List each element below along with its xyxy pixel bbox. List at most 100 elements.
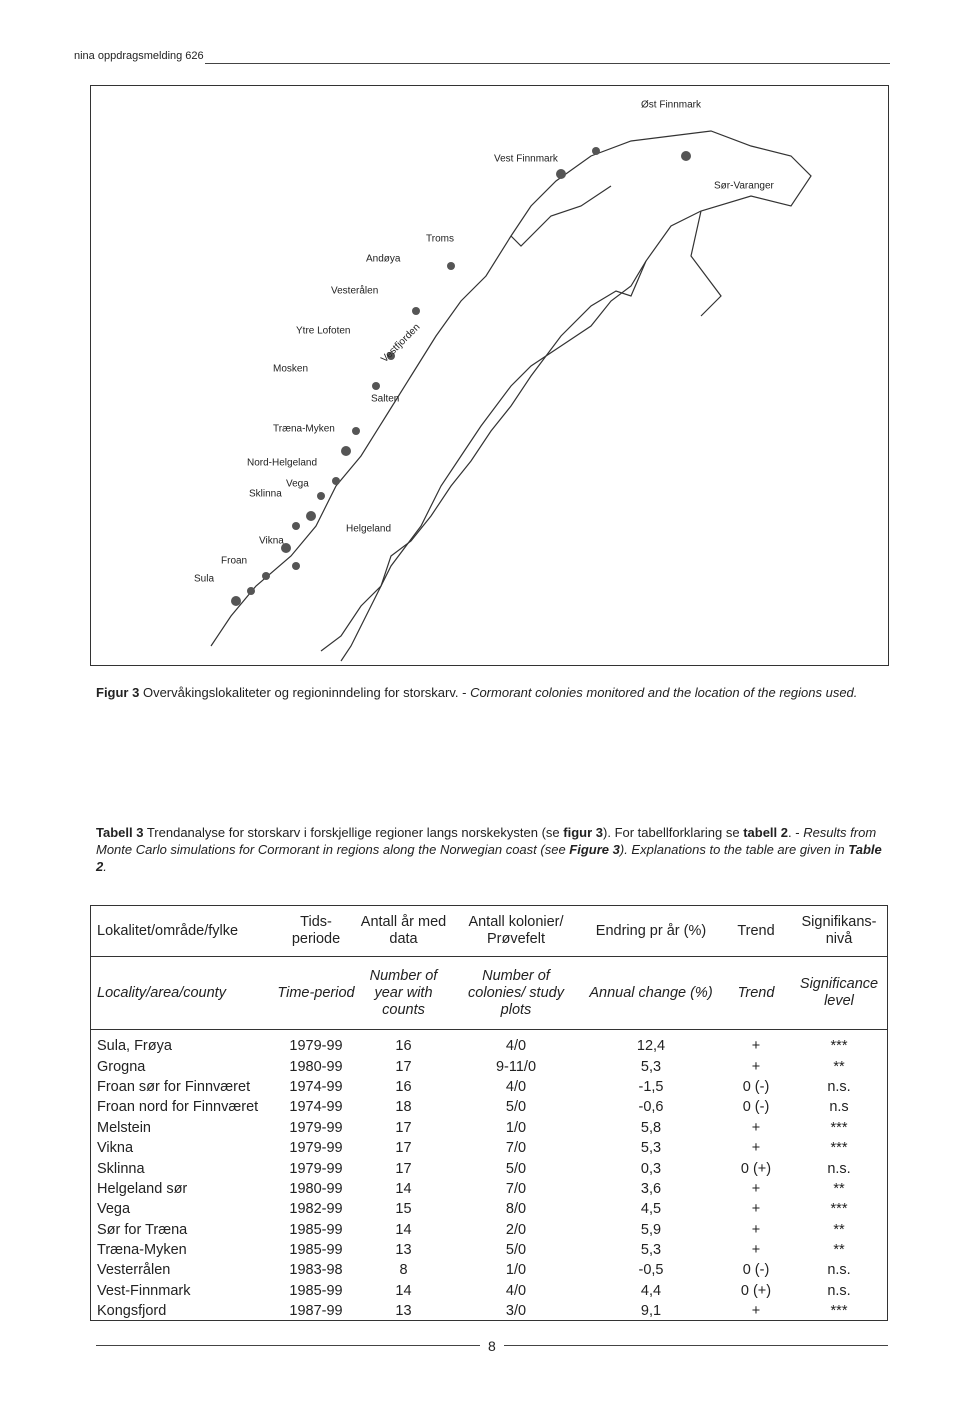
header-row: Locality/area/county Time-period Number of… [91, 956, 887, 1030]
table-cell: 14 [395, 1180, 412, 1197]
table-cell: 13 [395, 1242, 412, 1259]
caption-text-en: . [103, 859, 107, 874]
caption-text: Overvåkingslokaliteter og regioninndelin… [142, 685, 467, 700]
table-cell: Træna-Myken [97, 1242, 187, 1259]
table-cell: 8/0 [505, 1201, 527, 1218]
table-cell: n.s. [827, 1160, 851, 1177]
header-row: Lokalitet/område/fylke Tids-periode Antall… [91, 906, 887, 957]
map-label: Salten [371, 394, 399, 405]
column-header: Tids-periode [276, 906, 356, 957]
table-cell: 13 [395, 1303, 412, 1320]
table-cell: 15 [395, 1201, 412, 1218]
table-cell: 0 (+) [740, 1160, 772, 1177]
table-row: Vega 1982-99 15 8/0 4,5 + *** [91, 1199, 887, 1219]
figure-caption: Figur 3 Overvåkingslokaliteter og region… [96, 684, 886, 701]
table-cell: 4/0 [505, 1038, 527, 1055]
column-header: Significance level [791, 956, 887, 1030]
coastline [210, 130, 812, 662]
column-header: Trend [721, 956, 791, 1030]
map-label: Mosken [273, 364, 308, 375]
table-row: Vest-Finnmark 1985-99 14 4/0 4,4 0 (+) n.s. [91, 1281, 887, 1301]
table-cell: Vest-Finnmark [97, 1282, 191, 1299]
table-cell: 1980-99 [289, 1058, 343, 1075]
table-cell: 1979-99 [289, 1119, 343, 1136]
table-cell: + [751, 1201, 761, 1218]
table-cell: n.s. [827, 1282, 851, 1299]
table-cell: 1983-98 [289, 1262, 343, 1279]
table-cell: Sklinna [97, 1160, 145, 1177]
map-label: Træna-Myken [273, 424, 335, 435]
table-cell: n.s. [827, 1078, 851, 1095]
map-label: Sklinna [249, 489, 282, 500]
table-row: Froan sør for Finnværet 1974-99 16 4/0 -1,5 0… [91, 1077, 887, 1097]
caption-text: ). For tabellforklaring se [603, 825, 740, 840]
table-cell: 7/0 [505, 1180, 527, 1197]
table-cell: 1974-99 [289, 1099, 343, 1116]
map-labels: Øst Finnmark Vest Finnmark Sør-Varanger Tro… [194, 100, 775, 585]
column-header: Lokalitet/område/fylke [91, 906, 276, 957]
column-header: Antall år med data [356, 906, 451, 957]
table-cell: 14 [395, 1221, 412, 1238]
table-cell: 4,4 [640, 1282, 662, 1299]
table-cell: 4/0 [505, 1078, 527, 1095]
table-cell: *** [830, 1038, 848, 1055]
map-label: Sør-Varanger [714, 181, 775, 192]
map-label: Andøya [366, 254, 401, 265]
map-label: Øst Finnmark [641, 100, 702, 111]
table-cell: Vega [97, 1201, 131, 1218]
table-cell: Sør for Træna [97, 1221, 188, 1238]
table-cell: *** [830, 1201, 848, 1218]
table-cell: + [751, 1303, 761, 1320]
table-cell: 1980-99 [289, 1180, 343, 1197]
table-cell: 5,3 [640, 1140, 662, 1157]
table-cell: Sula, Frøya [97, 1038, 172, 1055]
caption-label: Figur 3 [96, 685, 140, 700]
table-cell: Froan sør for Finnværet [97, 1078, 251, 1095]
table-cell: 1/0 [505, 1262, 527, 1279]
table-row: Kongsfjord 1987-99 13 3/0 9,1 + *** [91, 1301, 887, 1321]
caption-ref: Figure 3 [569, 842, 620, 857]
map-label: Nord-Helgeland [247, 458, 317, 469]
table-cell: 4,5 [640, 1201, 662, 1218]
column-header: Signifikans-nivå [791, 906, 887, 957]
table-cell: 17 [395, 1119, 412, 1136]
table-row: Sula, Frøya 1979-99 16 4/0 12,4 + *** [91, 1030, 887, 1057]
table-row: Helgeland sør 1980-99 14 7/0 3,6 + ** [91, 1179, 887, 1199]
map-label: Vesterålen [331, 285, 378, 297]
table-cell: -1,5 [638, 1078, 664, 1095]
column-header: Trend [721, 906, 791, 957]
column-header: Annual change (%) [581, 956, 721, 1030]
table-cell: 0 (-) [742, 1099, 770, 1116]
map: Øst Finnmark Vest Finnmark Sør-Varanger Tro… [90, 85, 889, 666]
map-label: Froan [221, 556, 247, 567]
caption-ref: tabell 2 [743, 825, 788, 840]
table-cell: n.s [829, 1099, 849, 1116]
table-cell: Kongsfjord [97, 1303, 167, 1320]
table-cell: 8 [399, 1262, 408, 1279]
table-cell: 1979-99 [289, 1038, 343, 1055]
table-cell: 14 [395, 1282, 412, 1299]
table-cell: *** [830, 1119, 848, 1136]
table-cell: 9,1 [640, 1303, 662, 1320]
caption-text: . - [788, 825, 800, 840]
table-cell: 2/0 [505, 1221, 527, 1238]
column-header: Endring pr år (%) [581, 906, 721, 957]
table-cell: 5/0 [505, 1099, 527, 1116]
table-cell: 5,8 [640, 1119, 662, 1136]
column-header: Number of colonies/ study plots [451, 956, 581, 1030]
table-cell: + [751, 1119, 761, 1136]
table-frame: Lokalitet/område/fylke Tids-periode Antall… [90, 905, 888, 1321]
table-cell: 0,3 [640, 1160, 662, 1177]
table-cell: 17 [395, 1140, 412, 1157]
table-cell: ** [833, 1221, 845, 1238]
table-caption: Tabell 3 Trendanalyse for storskarv i fo… [96, 824, 886, 875]
table-cell: 1979-99 [289, 1140, 343, 1157]
table-cell: 5/0 [505, 1242, 527, 1259]
table-cell: + [751, 1221, 761, 1238]
table-cell: Helgeland sør [97, 1180, 188, 1197]
caption-ref: Table 2 [96, 842, 882, 874]
table-cell: 1985-99 [289, 1242, 343, 1259]
table-cell: Vikna [97, 1140, 134, 1157]
table-cell: Vesterrålen [97, 1262, 171, 1279]
